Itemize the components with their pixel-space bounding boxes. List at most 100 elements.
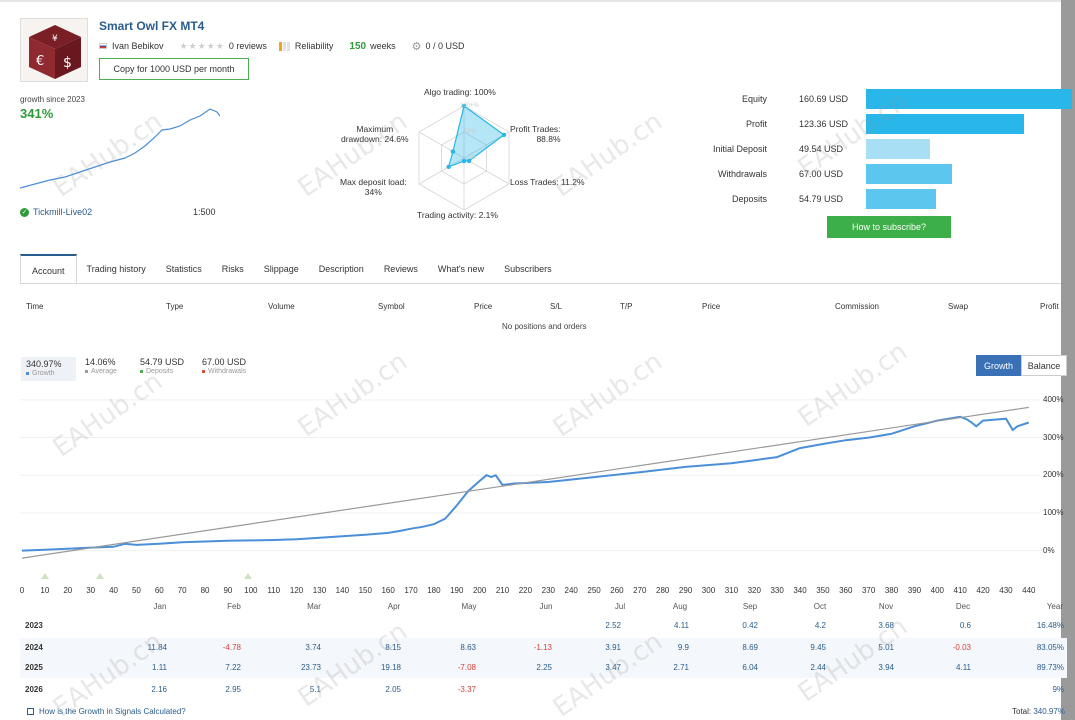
growth-chart: 0 10 20 30 40 50 60 70 80 90 100 110 120 130 140 150 160… <box>20 399 1040 595</box>
x-tick-label: 130 <box>313 586 327 595</box>
tab-what-s-new[interactable]: What's new <box>437 264 485 274</box>
column-header-s-l: S/L <box>550 302 563 311</box>
stat-deposits[interactable]: 54.79 USD Deposits <box>140 357 184 375</box>
year-total: 89.73% <box>1036 663 1064 672</box>
x-tick-label: 50 <box>132 586 141 595</box>
signal-logo: ¥ € $ <box>20 18 88 82</box>
window-edge <box>1061 0 1075 720</box>
balance-row-value: 49.54 USD <box>799 144 844 154</box>
russia-flag-icon <box>99 43 107 49</box>
x-tick-label: 250 <box>587 586 601 595</box>
signal-title[interactable]: Smart Owl FX MT4 <box>99 19 205 33</box>
total-value: 340.97% <box>1033 707 1065 716</box>
month-growth-cell: 2.71 <box>673 663 689 672</box>
month-growth-cell: 4.11 <box>956 663 971 672</box>
leverage: 1:500 <box>193 207 216 217</box>
x-tick-label: 350 <box>816 586 830 595</box>
month-growth-cell: 2.05 <box>385 685 401 694</box>
month-growth-cell: 0.42 <box>742 621 758 630</box>
month-growth-cell: 9.45 <box>810 643 826 652</box>
balance-bar <box>866 114 1024 134</box>
month-label-oct: Oct <box>813 602 827 611</box>
x-tick-label: 160 <box>381 586 395 595</box>
tab-reviews[interactable]: Reviews <box>383 264 418 274</box>
x-tick-label: 440 <box>1022 586 1036 595</box>
stat-deposits-label: Deposits <box>146 368 174 375</box>
year-row-2026: 2026 2.16 2.95 5.1 2.05 -3.37 9% <box>20 680 1067 700</box>
radar-data-shape <box>447 104 506 168</box>
stat-average-label: Average <box>91 368 117 375</box>
tab-risks[interactable]: Risks <box>221 264 244 274</box>
growth-since-value: 341% <box>20 106 54 121</box>
radar-loss-label: Loss Trades: 11.2% <box>510 177 585 187</box>
top-border <box>0 0 1075 2</box>
tab-subscribers[interactable]: Subscribers <box>504 264 552 274</box>
x-tick-label: 290 <box>679 586 693 595</box>
stat-withdrawals[interactable]: 67.00 USD Withdrawals <box>202 357 246 375</box>
radar-axis <box>418 131 465 159</box>
year-total: 9% <box>1052 685 1064 694</box>
balance-row-label: Initial Deposit <box>712 144 767 154</box>
dice-logo-icon: ¥ € $ <box>29 25 81 79</box>
balance-row-value: 54.79 USD <box>799 194 844 204</box>
x-tick-label: 10 <box>40 586 49 595</box>
author-name[interactable]: Ivan Bebikov <box>112 41 164 51</box>
x-tick-label: 370 <box>862 586 876 595</box>
month-growth-cell: 8.15 <box>385 643 401 652</box>
reliability-label: Reliability <box>294 41 334 51</box>
column-header-time: Time <box>26 302 44 311</box>
tab-statistics[interactable]: Statistics <box>165 264 202 274</box>
month-growth-cell: 2.16 <box>151 685 167 694</box>
growth-dot-icon <box>26 371 29 375</box>
radar-deposit-load-value: 34% <box>364 187 382 198</box>
month-growth-cell: -0.03 <box>952 643 971 652</box>
growth-calc-link[interactable]: How is the Growth in Signals Calculated? <box>27 707 186 716</box>
column-header-volume: Volume <box>268 302 295 311</box>
month-growth-cell: 3.94 <box>878 663 894 672</box>
month-growth-cell: 3.74 <box>305 643 321 652</box>
x-tick-label: 220 <box>519 586 533 595</box>
stat-average[interactable]: 14.06% Average <box>85 357 117 375</box>
mini-growth-line <box>20 108 220 189</box>
growth-calc-text[interactable]: How is the Growth in Signals Calculated? <box>39 707 186 716</box>
tab-description[interactable]: Description <box>318 264 364 274</box>
broker-server[interactable]: ✓ Tickmill-Live02 <box>20 207 92 217</box>
tab-trading-history[interactable]: Trading history <box>86 264 146 274</box>
radar-ring-0-label: 0% <box>467 155 476 161</box>
how-to-subscribe-button[interactable]: How to subscribe? <box>827 216 951 238</box>
balance-toggle-button[interactable]: Balance <box>1021 355 1067 376</box>
tab-divider <box>20 283 1061 284</box>
month-growth-cell: 5.01 <box>878 643 894 652</box>
month-label-dec: Dec <box>955 602 971 611</box>
month-growth-cell: 8.63 <box>460 643 476 652</box>
copy-button[interactable]: Copy for 1000 USD per month <box>99 58 249 80</box>
x-tick-label: 420 <box>976 586 990 595</box>
x-tick-label: 190 <box>450 586 464 595</box>
month-growth-cell: -1.13 <box>533 643 552 652</box>
balance-bar <box>866 189 936 209</box>
balance-row-label: Withdrawals <box>717 169 767 179</box>
x-tick-label: 240 <box>565 586 579 595</box>
tab-slippage[interactable]: Slippage <box>263 264 299 274</box>
reviews-link[interactable]: 0 reviews <box>228 41 267 51</box>
x-tick-label: 100 <box>244 586 258 595</box>
tab-account[interactable]: Account <box>20 254 77 284</box>
x-tick-label: 60 <box>155 586 164 595</box>
balance-bar <box>866 164 952 184</box>
column-header-type: Type <box>166 302 184 311</box>
column-header-profit: Profit <box>1040 302 1059 311</box>
x-tick-label: 430 <box>999 586 1013 595</box>
year-total: 83.05% <box>1036 643 1064 652</box>
column-header-commission: Commission <box>835 302 880 311</box>
x-tick-label: 80 <box>201 586 210 595</box>
x-tick-label: 300 <box>702 586 716 595</box>
month-label-year: Year <box>1046 602 1063 611</box>
year-label: 2023 <box>25 621 43 630</box>
subscribers-count: 0 / 0 USD <box>425 41 465 51</box>
growth-toggle-button[interactable]: Growth <box>976 355 1021 376</box>
stat-growth[interactable]: 340.97% Growth <box>21 357 76 381</box>
month-growth-cell: 11.84 <box>147 643 167 652</box>
broker-name[interactable]: Tickmill-Live02 <box>33 207 93 217</box>
check-icon: ✓ <box>20 207 29 217</box>
month-growth-cell: 4.11 <box>674 621 689 630</box>
